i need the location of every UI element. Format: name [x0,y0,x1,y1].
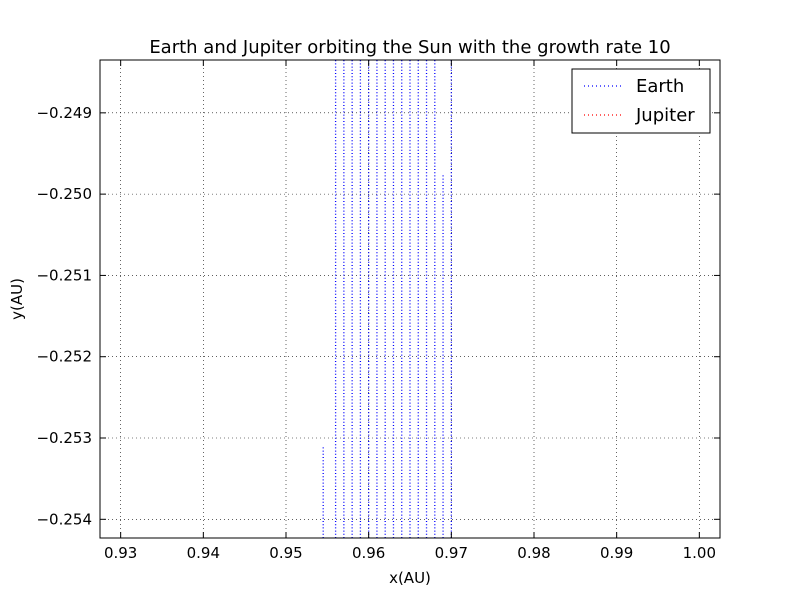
legend-label-jupiter: Jupiter [635,105,695,126]
x-tick-label: 0.99 [600,544,633,562]
legend: Earth Jupiter [571,68,711,134]
axis-ticks: 0.93 0.94 0.95 0.96 0.97 0.98 0.99 1.00 −0.249 −0… [36,60,720,562]
x-tick-label: 0.93 [104,544,137,562]
y-tick-label: −0.249 [36,104,92,122]
series-earth [322,60,452,538]
x-tick-label: 0.95 [269,544,302,562]
y-tick-label: −0.253 [36,429,92,447]
y-tick-label: −0.254 [36,510,92,528]
y-tick-label: −0.252 [36,348,92,366]
y-tick-label: −0.250 [36,185,92,203]
legend-box [571,68,711,134]
legend-label-earth: Earth [636,76,684,97]
y-tick-label: −0.251 [36,266,92,284]
plot-frame [99,59,721,539]
y-axis-label: y(AU) [8,278,26,320]
x-tick-label: 0.98 [517,544,550,562]
x-axis-label: x(AU) [389,569,431,587]
x-tick-label: 0.97 [435,544,468,562]
x-tick-label: 0.94 [187,544,220,562]
x-tick-label: 1.00 [683,544,716,562]
x-tick-label: 0.96 [352,544,385,562]
chart-title: Earth and Jupiter orbiting the Sun with … [149,37,670,58]
plot-series [322,60,452,538]
